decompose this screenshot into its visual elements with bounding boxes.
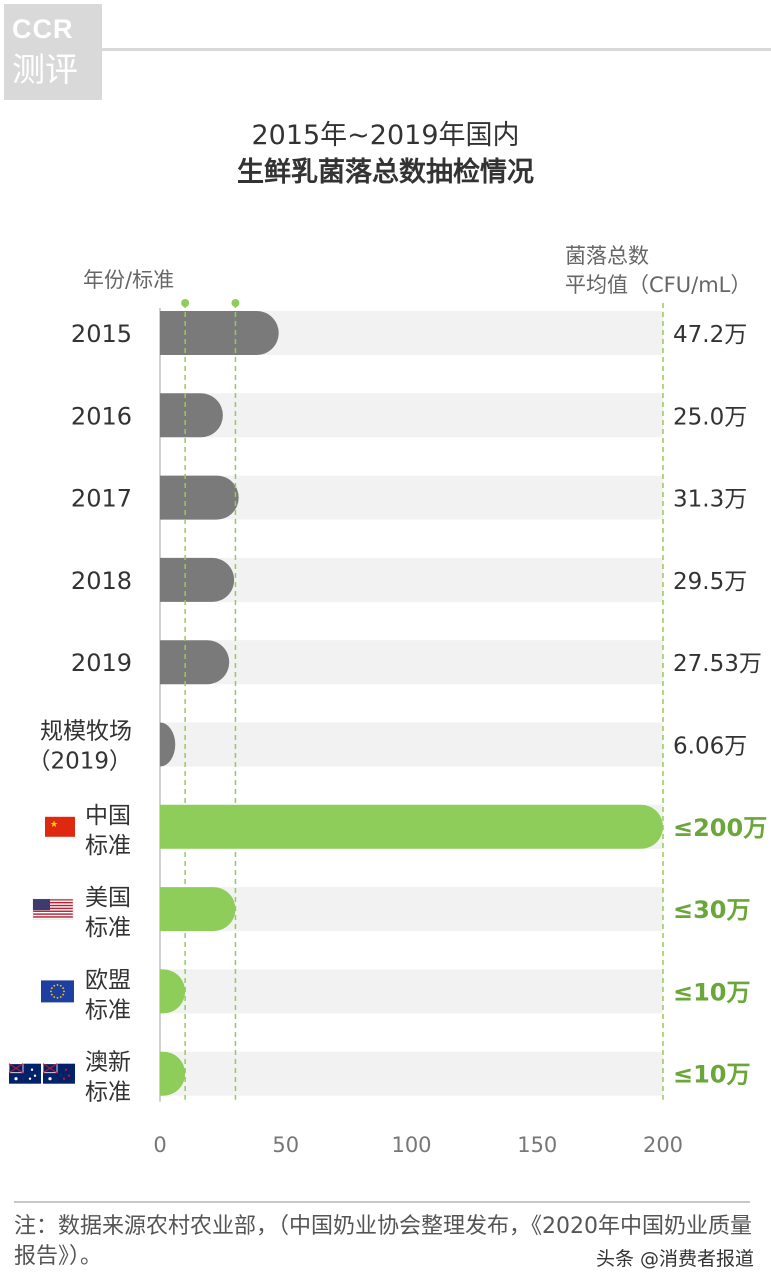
value-label: 6.06万 <box>673 734 747 760</box>
flag-star <box>59 984 62 987</box>
flag-stripe <box>33 904 73 907</box>
bar <box>160 722 176 767</box>
flag-star <box>14 1077 18 1081</box>
bar-track <box>160 969 663 1014</box>
flag-canton <box>33 899 50 911</box>
chart-title-line2: 生鲜乳菌落总数抽检情况 <box>237 157 534 188</box>
category-label: 2017 <box>71 485 132 513</box>
eu-flag-icon <box>41 980 74 1003</box>
x-tick-label: 100 <box>391 1133 431 1157</box>
left-axis-label: 年份/标准 <box>83 268 175 292</box>
category-label: 澳新 <box>85 1050 131 1076</box>
flag-star <box>63 990 65 993</box>
value-label: 29.5万 <box>673 569 747 595</box>
bar <box>160 887 236 932</box>
flag-star <box>53 984 56 987</box>
flag-star <box>62 1077 66 1080</box>
bar-track <box>160 887 663 932</box>
china-flag-icon <box>45 816 75 837</box>
value-label: 47.2万 <box>673 322 747 348</box>
flag-cross <box>42 1063 58 1074</box>
x-tick-label: 50 <box>272 1133 299 1157</box>
bar <box>160 1051 186 1096</box>
bar-track <box>160 475 663 520</box>
flag-star <box>48 1077 52 1081</box>
flag-stripe <box>33 913 73 915</box>
flag-star <box>59 996 62 998</box>
ccr-logo: CCR 测评 <box>4 4 102 100</box>
flag-stripe <box>33 901 73 904</box>
bar-track <box>160 640 663 685</box>
logo-subtext: 测评 <box>12 50 78 89</box>
flag-star <box>64 1068 68 1071</box>
watermark: 头条 @消费者报道 <box>596 1248 755 1270</box>
flag-star <box>50 993 53 996</box>
flag-star <box>53 996 56 998</box>
logo-text: CCR <box>12 14 74 44</box>
bar <box>160 393 223 438</box>
flag-star <box>67 1074 71 1077</box>
flag-star <box>56 984 59 986</box>
value-label: ≤10万 <box>673 978 751 1006</box>
bar-track <box>160 1051 663 1096</box>
category-label: 标准 <box>85 1080 131 1106</box>
flag-star <box>50 990 52 993</box>
bar-track <box>160 722 663 767</box>
reference-dot <box>231 299 240 307</box>
category-label: 美国 <box>85 885 131 911</box>
flag-stripe <box>33 916 73 918</box>
flag-star-icon: ★ <box>50 820 58 830</box>
bar-track <box>160 393 663 438</box>
value-label: 27.53万 <box>673 651 762 677</box>
value-label: ≤10万 <box>673 1061 751 1089</box>
bar <box>160 804 663 849</box>
value-label: 31.3万 <box>673 487 747 513</box>
category-label: （2019） <box>27 749 132 775</box>
flag-stripe <box>33 907 73 910</box>
category-label: 规模牧场 <box>40 719 132 745</box>
flag-star <box>50 987 53 990</box>
header-divider <box>102 48 771 51</box>
bar-track <box>160 557 663 602</box>
category-label: 2019 <box>71 649 132 677</box>
category-label: 标准 <box>85 833 131 859</box>
flag-stripe <box>33 910 73 912</box>
x-tick-label: 200 <box>643 1133 683 1157</box>
flag-star <box>30 1068 34 1071</box>
x-tick-label: 150 <box>517 1133 557 1157</box>
category-label: 中国 <box>85 803 131 829</box>
flag-star <box>56 997 59 999</box>
right-axis-label-line2: 平均值（CFU/mL） <box>565 273 752 297</box>
flag-star <box>33 1074 37 1077</box>
bar <box>160 475 239 520</box>
bar <box>160 311 279 355</box>
bar <box>160 557 235 602</box>
category-label: 标准 <box>85 915 131 941</box>
reference-dot <box>181 299 190 307</box>
bar <box>160 640 230 685</box>
footer-divider <box>14 1201 750 1203</box>
category-label: 2018 <box>71 567 132 595</box>
category-label: 2016 <box>71 402 132 430</box>
flag-cross <box>8 1063 24 1074</box>
flag-star <box>62 993 65 996</box>
flag-star <box>28 1077 32 1080</box>
bar-chart: 20152016201720182019规模牧场（2019）中国标准美国标准欧盟… <box>8 299 767 1157</box>
category-label: 欧盟 <box>85 967 131 993</box>
x-tick-label: 0 <box>153 1133 166 1157</box>
value-label: 25.0万 <box>673 404 747 430</box>
bar <box>160 969 186 1014</box>
source-footnote: 注：数据来源农村农业部，（中国奶业协会整理发布，《2020年中国奶业质量报告》）… <box>14 1214 752 1269</box>
right-axis-label-line1: 菌落总数 <box>565 244 649 268</box>
category-label: 标准 <box>85 997 131 1023</box>
value-label: ≤200万 <box>673 814 767 842</box>
value-label: ≤30万 <box>673 896 751 924</box>
flag-stripe <box>33 899 73 901</box>
flag-star <box>62 987 65 990</box>
category-label: 2015 <box>71 320 132 348</box>
chart-title-line1: 2015年~2019年国内 <box>251 120 520 151</box>
